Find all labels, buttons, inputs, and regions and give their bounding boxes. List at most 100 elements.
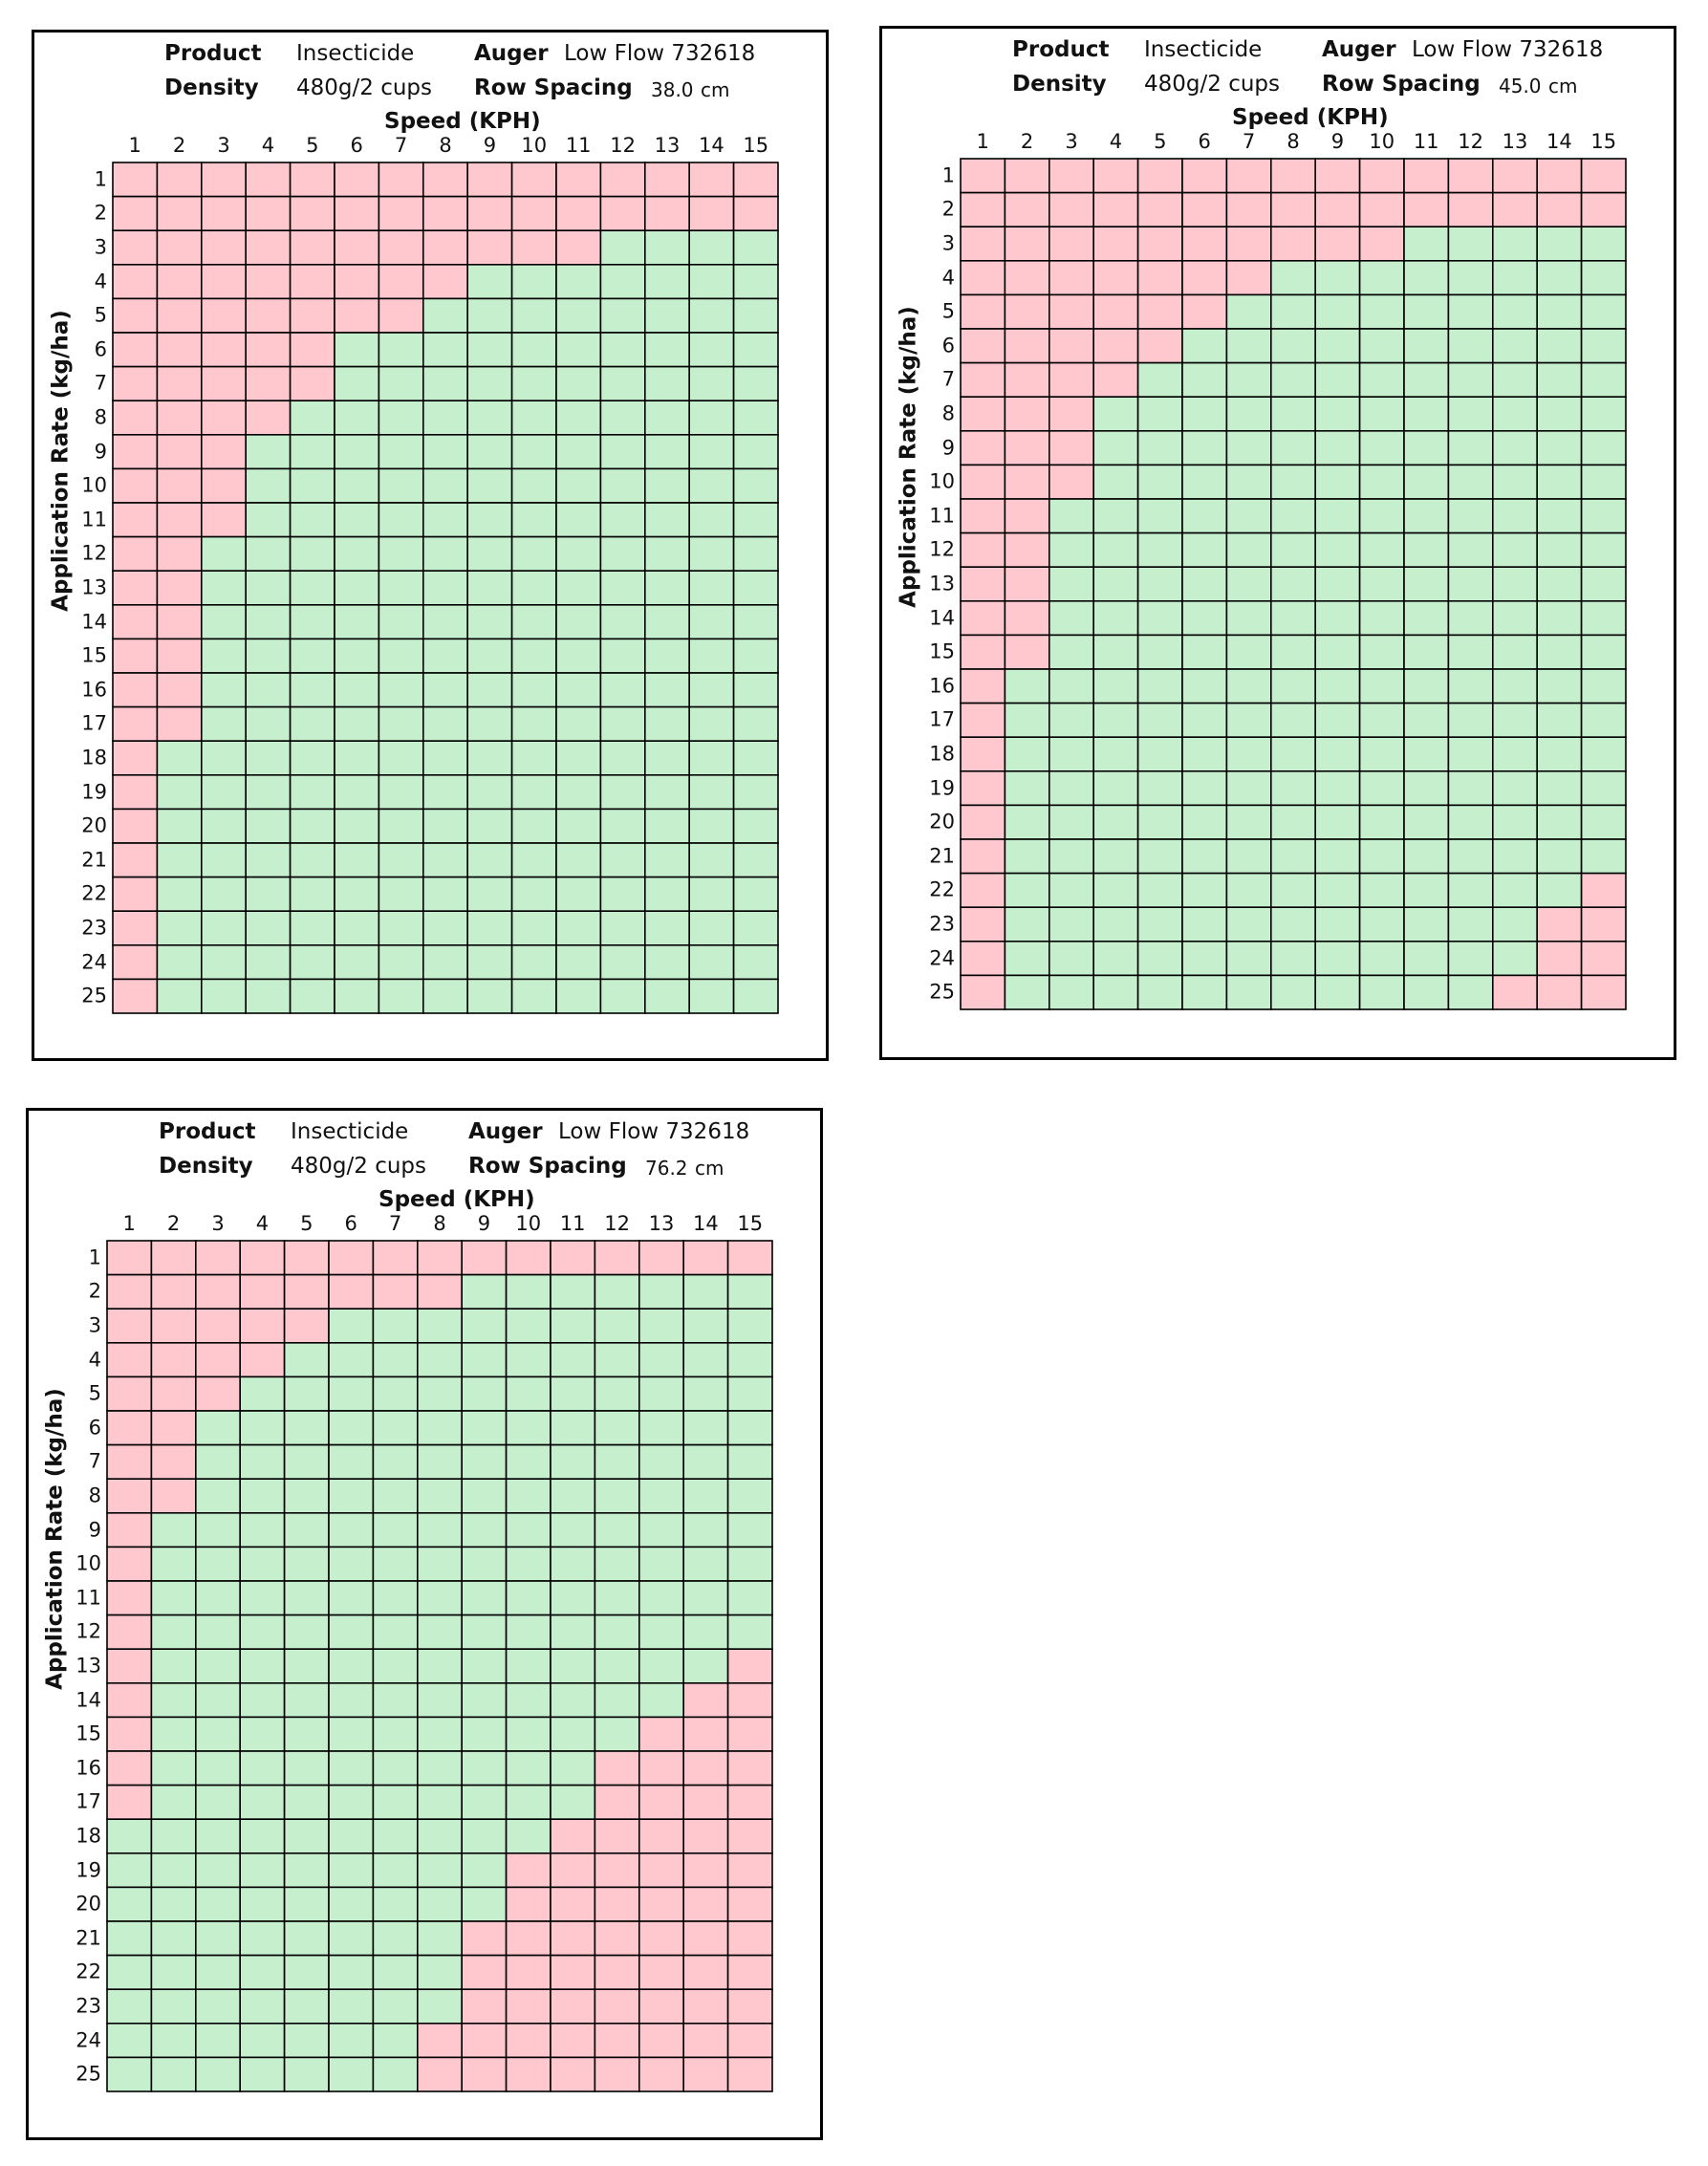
heatmap-cell [461, 1614, 508, 1651]
heatmap-cell [550, 1580, 596, 1616]
heatmap-cell [1049, 769, 1095, 807]
heatmap-cell [1314, 668, 1361, 704]
heatmap-cell [682, 1273, 729, 1310]
x-tick-label: 11 [559, 1212, 586, 1235]
heatmap-cell [283, 1648, 330, 1684]
x-tick-label: 6 [350, 134, 363, 157]
heatmap-cell [1447, 736, 1494, 772]
heatmap-cell [461, 1681, 508, 1719]
heatmap-cell [688, 467, 735, 504]
heatmap-cell [638, 1308, 684, 1344]
heatmap-cell [201, 400, 248, 436]
heatmap-cell [1447, 464, 1494, 500]
heatmap-cell [1536, 191, 1583, 227]
heatmap-cell [461, 2022, 508, 2059]
heatmap-cell [1447, 668, 1494, 704]
heatmap-cell [1269, 464, 1316, 500]
heatmap-cell [599, 910, 646, 946]
x-tick-label: 12 [610, 134, 636, 157]
heatmap-cell [682, 1580, 729, 1616]
heatmap-cell [643, 808, 690, 844]
heatmap-cell [150, 1443, 197, 1481]
heatmap-cell [1269, 531, 1316, 569]
x-tick-label: 9 [483, 134, 497, 157]
heatmap-cell [283, 1580, 330, 1616]
heatmap-cell [289, 162, 335, 198]
heatmap-cell [726, 1478, 773, 1514]
heatmap-cell [416, 1240, 463, 1276]
heatmap-cell [1403, 361, 1450, 399]
heatmap-cell [1403, 702, 1450, 738]
heatmap-cell [1403, 804, 1450, 840]
heatmap-cell [1314, 838, 1361, 875]
heatmap-cell [682, 1648, 729, 1684]
heatmap-cell [1004, 702, 1050, 738]
heatmap-cell [239, 1852, 286, 1889]
heatmap-cell [422, 195, 468, 231]
heatmap-cell [201, 195, 248, 231]
heatmap-cell [555, 467, 602, 504]
heatmap-cell [510, 229, 557, 266]
heatmap-cell [372, 1546, 419, 1582]
heatmap-cell [328, 1614, 375, 1651]
heatmap-cell [1580, 906, 1627, 942]
x-tick-label: 1 [122, 1212, 136, 1235]
heatmap-cell [289, 978, 335, 1014]
heatmap-cell [682, 1240, 729, 1276]
heatmap-cell [106, 1648, 153, 1684]
heatmap-cell [1447, 804, 1494, 840]
heatmap-cell [505, 1681, 551, 1719]
heatmap-cell [466, 672, 513, 708]
heatmap-cell [505, 1886, 551, 1922]
heatmap-cell [1314, 158, 1361, 194]
heatmap-cell [550, 1920, 596, 1957]
heatmap-cell [1225, 191, 1272, 227]
heatmap-cell [239, 1443, 286, 1481]
heatmap-cell [1491, 531, 1538, 569]
heatmap-cell [245, 365, 292, 402]
heatmap-cell [550, 1342, 596, 1378]
heatmap-cell [643, 705, 690, 742]
heatmap-cell [1136, 226, 1183, 262]
heatmap-cell [732, 672, 779, 708]
y-tick-label: 3 [94, 235, 107, 259]
heatmap-cell [1580, 804, 1627, 840]
y-tick-label: 13 [81, 575, 107, 599]
heatmap-cell [106, 1988, 153, 2025]
heatmap-cell [1403, 906, 1450, 942]
heatmap-cell [466, 502, 513, 538]
heatmap-cell [550, 1818, 596, 1854]
heatmap-cell [1004, 396, 1050, 432]
heatmap-cell [106, 1342, 153, 1378]
heatmap-cell [1403, 974, 1450, 1010]
heatmap-cell [283, 1511, 330, 1549]
heatmap-cell [726, 1342, 773, 1378]
heatmap-cell [283, 2022, 330, 2059]
heatmap-cell [643, 603, 690, 640]
heatmap-cell [960, 974, 1006, 1010]
heatmap-cell [283, 1443, 330, 1481]
heatmap-cell [245, 535, 292, 573]
x-axis-label: Speed (KPH) [384, 109, 541, 134]
heatmap-cell [416, 1716, 463, 1752]
y-tick-label: 25 [929, 980, 955, 1004]
heatmap-cell [726, 1375, 773, 1412]
heatmap-cell [289, 195, 335, 231]
heatmap-cell [1403, 940, 1450, 977]
heatmap-cell [156, 978, 203, 1014]
heatmap-cell [1491, 226, 1538, 262]
heatmap-cell [1314, 464, 1361, 500]
heatmap-cell [550, 1784, 596, 1820]
heatmap-cell [599, 978, 646, 1014]
heatmap-cell [239, 1273, 286, 1310]
heatmap-cell [466, 773, 513, 811]
chart-panel-38cm: Product Insecticide Auger Low Flow 73261… [32, 30, 829, 1061]
heatmap-cell [461, 1273, 508, 1310]
heatmap-cell [378, 978, 424, 1014]
heatmap-cell [1358, 634, 1405, 670]
y-tick-label: 16 [81, 678, 107, 702]
heatmap-cell [1403, 668, 1450, 704]
product-value: Insecticide [296, 41, 415, 66]
heatmap-cell [334, 603, 380, 640]
heatmap-cell [638, 1852, 684, 1889]
